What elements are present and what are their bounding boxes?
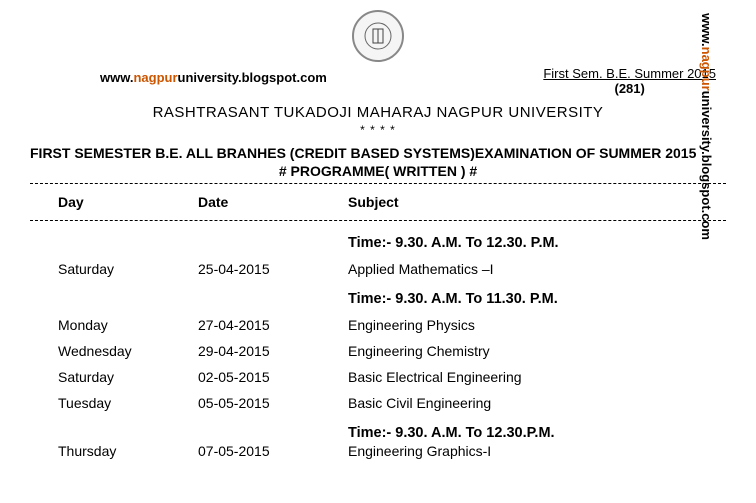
logo-container	[30, 10, 726, 62]
university-logo	[352, 10, 404, 62]
sem-line: First Sem. B.E. Summer 2015	[543, 66, 716, 81]
header-right: First Sem. B.E. Summer 2015 (281)	[543, 66, 716, 96]
stars: * * * *	[30, 123, 726, 137]
date-cell: 05-05-2015	[198, 395, 348, 411]
wm-suffix: .blogspot.com	[699, 151, 714, 240]
day-cell: Tuesday	[58, 395, 198, 411]
table-row: Monday 27-04-2015 Engineering Physics	[58, 317, 698, 333]
exam-title: FIRST SEMESTER B.E. ALL BRANHES (CREDIT …	[30, 145, 726, 161]
wm-prefix: www.	[100, 70, 133, 85]
wm-prefix: www.	[699, 13, 714, 46]
university-name: RASHTRASANT TUKADOJI MAHARAJ NAGPUR UNIV…	[30, 104, 726, 121]
date-cell: 29-04-2015	[198, 343, 348, 359]
schedule: Time:- 9.30. A.M. To 12.30. P.M. Saturda…	[30, 235, 726, 459]
subject-cell: Basic Civil Engineering	[348, 395, 698, 411]
subject-cell: Applied Mathematics –I	[348, 261, 698, 277]
day-cell: Saturday	[58, 369, 198, 385]
exam-code: (281)	[543, 81, 716, 96]
date-cell: 27-04-2015	[198, 317, 348, 333]
day-cell: Thursday	[58, 443, 198, 459]
subject-cell: Basic Electrical Engineering	[348, 369, 698, 385]
col-day-header: Day	[58, 194, 198, 210]
time-1: Time:- 9.30. A.M. To 12.30. P.M.	[348, 235, 698, 251]
wm-red: nagpur	[699, 47, 714, 91]
day-cell: Monday	[58, 317, 198, 333]
wm-red: nagpur	[133, 70, 177, 85]
watermark-top: www.nagpuruniversity.blogspot.com	[100, 70, 327, 85]
divider-top	[30, 183, 726, 184]
col-subject-header: Subject	[348, 194, 698, 210]
watermark-side: www.nagpuruniversity.blogspot.com	[699, 13, 714, 240]
date-cell: 02-05-2015	[198, 369, 348, 385]
table-row: Wednesday 29-04-2015 Engineering Chemist…	[58, 343, 698, 359]
subject-cell: Engineering Graphics-I	[348, 443, 698, 459]
subject-cell: Engineering Physics	[348, 317, 698, 333]
wm-mid: university	[699, 91, 714, 151]
subject-cell: Engineering Chemistry	[348, 343, 698, 359]
day-cell: Saturday	[58, 261, 198, 277]
wm-suffix: .blogspot.com	[238, 70, 327, 85]
top-row: www.nagpuruniversity.blogspot.com First …	[30, 66, 726, 102]
table-row: Thursday 07-05-2015 Engineering Graphics…	[58, 443, 698, 459]
table-row: Saturday 02-05-2015 Basic Electrical Eng…	[58, 369, 698, 385]
table-header: Day Date Subject	[30, 186, 726, 218]
time-3: Time:- 9.30. A.M. To 12.30.P.M.	[348, 425, 698, 441]
time-2: Time:- 9.30. A.M. To 11.30. P.M.	[348, 291, 698, 307]
day-cell: Wednesday	[58, 343, 198, 359]
date-cell: 07-05-2015	[198, 443, 348, 459]
divider-header	[30, 220, 726, 221]
wm-mid: university	[178, 70, 238, 85]
programme-line: # PROGRAMME( WRITTEN ) #	[30, 163, 726, 179]
table-row: Saturday 25-04-2015 Applied Mathematics …	[58, 261, 698, 277]
col-date-header: Date	[198, 194, 348, 210]
table-row: Tuesday 05-05-2015 Basic Civil Engineeri…	[58, 395, 698, 411]
date-cell: 25-04-2015	[198, 261, 348, 277]
